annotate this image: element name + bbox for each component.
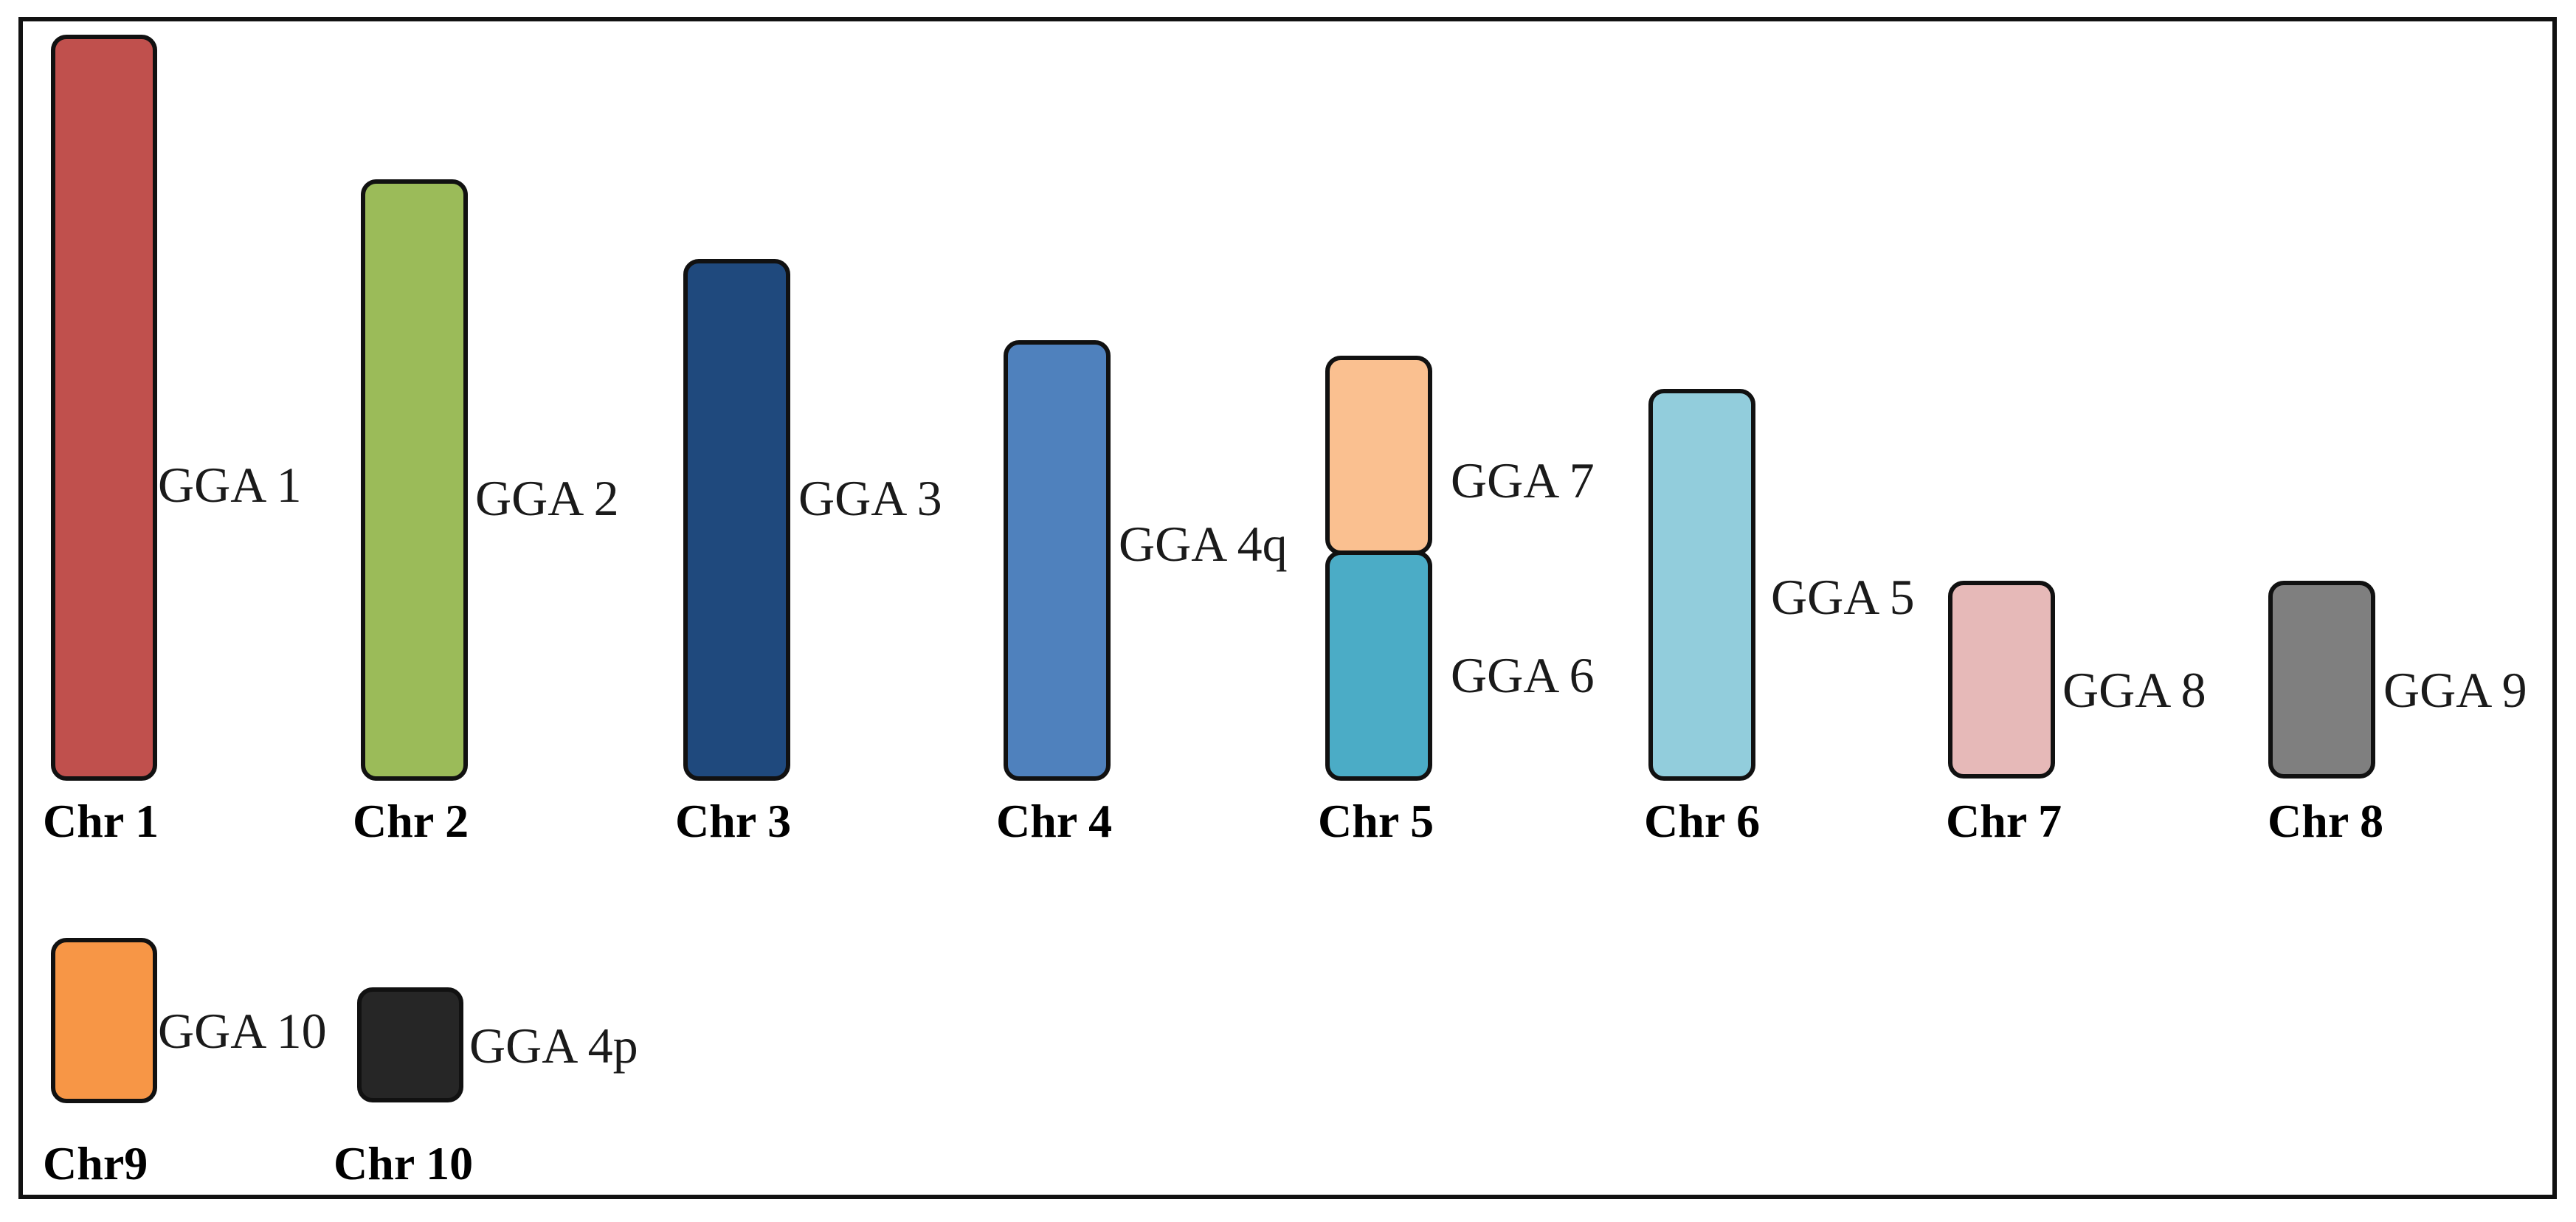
chromosome-label-chr-7: Chr 7 bbox=[1946, 795, 2062, 847]
chromosome-label-chr-2: Chr 2 bbox=[353, 795, 469, 847]
chromosome-chr-1: GGA 1 Chr 1 bbox=[43, 35, 302, 847]
segment-gga-7-block bbox=[1325, 356, 1432, 555]
segment-gga-9-label: GGA 9 bbox=[2383, 662, 2527, 718]
segment-gga-8-label: GGA 8 bbox=[2062, 662, 2206, 718]
segment-gga-4q-block bbox=[1004, 340, 1111, 781]
chromosome-label-chr-4: Chr 4 bbox=[996, 795, 1112, 847]
segment-gga-6-label: GGA 6 bbox=[1451, 647, 1595, 703]
chromosome-label-chr-6: Chr 6 bbox=[1644, 795, 1760, 847]
chromosome-chr-3: GGA 3 Chr 3 bbox=[675, 259, 942, 847]
chromosome-chr-5: GGA 7 GGA 6 Chr 5 bbox=[1318, 356, 1595, 847]
chromosome-label-chr-3: Chr 3 bbox=[675, 795, 791, 847]
chromosome-chr-2: GGA 2 Chr 2 bbox=[353, 179, 619, 847]
chromosome-chr-8: GGA 9 Chr 8 bbox=[2268, 581, 2527, 847]
segment-gga-3-block bbox=[683, 259, 790, 781]
chromosome-label-chr-1: Chr 1 bbox=[43, 795, 159, 847]
segment-gga-1-label: GGA 1 bbox=[158, 457, 302, 513]
segment-gga-10-block bbox=[51, 938, 157, 1103]
chromosome-label-chr-8: Chr 8 bbox=[2268, 795, 2383, 847]
segment-gga-2-label: GGA 2 bbox=[475, 470, 619, 526]
chromosome-chr-6: GGA 5 Chr 6 bbox=[1644, 389, 1915, 847]
segment-gga-4p-block bbox=[357, 987, 463, 1102]
segment-gga-7-label: GGA 7 bbox=[1451, 452, 1595, 508]
chromosome-chr-4: GGA 4q Chr 4 bbox=[996, 340, 1288, 847]
segment-gga-5-label: GGA 5 bbox=[1771, 569, 1915, 625]
segment-gga-2-block bbox=[361, 179, 468, 781]
chromosome-chr-10: GGA 4p Chr 10 bbox=[334, 987, 638, 1190]
segment-gga-1-block bbox=[51, 35, 157, 781]
chromosome-chr-9: GGA 10 Chr9 bbox=[43, 938, 327, 1190]
segment-gga-6-block bbox=[1325, 550, 1432, 781]
chromosome-label-chr-5: Chr 5 bbox=[1318, 795, 1434, 847]
segment-gga-9-block bbox=[2268, 581, 2375, 779]
chromosome-label-chr-10: Chr 10 bbox=[334, 1137, 473, 1190]
segment-gga-5-block bbox=[1648, 389, 1755, 781]
segment-gga-4q-label: GGA 4q bbox=[1119, 516, 1288, 572]
segment-gga-8-block bbox=[1948, 581, 2055, 779]
segment-gga-10-label: GGA 10 bbox=[158, 1003, 327, 1059]
segment-gga-3-label: GGA 3 bbox=[798, 470, 942, 526]
chromosome-chr-7: GGA 8 Chr 7 bbox=[1946, 581, 2206, 847]
chromosome-label-chr-9: Chr9 bbox=[43, 1137, 148, 1190]
segment-gga-4p-label: GGA 4p bbox=[469, 1018, 638, 1074]
